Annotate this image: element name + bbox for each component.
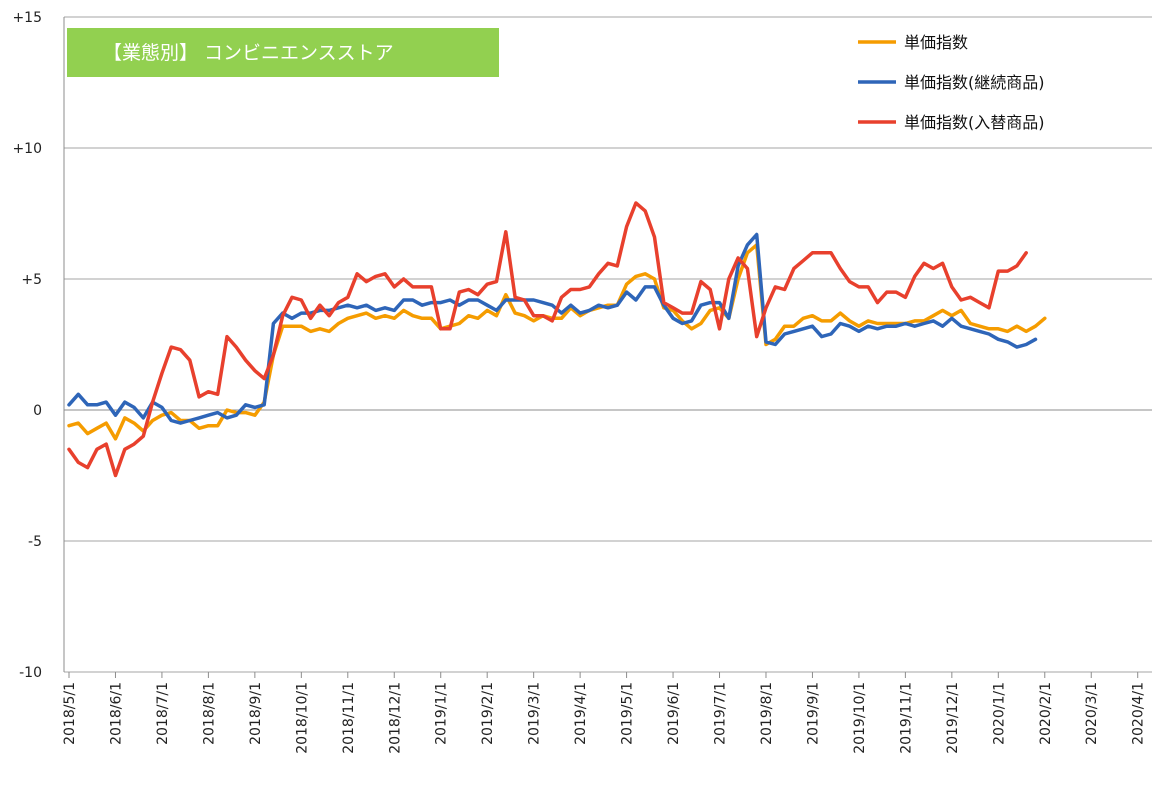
y-tick-label: +15 [12, 10, 42, 26]
y-tick-label: +10 [12, 141, 42, 157]
x-tick-label: 2020/4/1 [1131, 682, 1147, 745]
y-tick-label: +5 [21, 272, 42, 288]
legend-label: 単価指数 [904, 33, 968, 52]
title-background [67, 28, 499, 77]
y-tick-label: 0 [33, 403, 42, 419]
x-tick-label: 2019/5/1 [620, 682, 636, 745]
x-tick-label: 2019/8/1 [759, 682, 775, 745]
x-tick-label: 2019/10/1 [852, 682, 868, 754]
series-line-1 [67, 243, 1047, 441]
x-tick-label: 2020/1/1 [991, 682, 1007, 745]
chart-title: 【業態別】 コンビニエンスストア [103, 42, 394, 64]
y-tick-labels: +15 +10 +5 0 -5 -10 [12, 10, 42, 681]
x-tick-label: 2018/8/1 [201, 682, 217, 745]
x-tick-label: 2019/4/1 [573, 682, 589, 745]
x-tick-label: 2019/6/1 [666, 682, 682, 745]
legend-label: 単価指数(入替商品) [904, 113, 1045, 132]
y-tick-label: -5 [28, 534, 42, 550]
x-tick-label: 2018/7/1 [155, 682, 171, 745]
x-tick-label: 2019/7/1 [713, 682, 729, 745]
x-tick-label: 2018/11/1 [341, 682, 357, 754]
chart-title-box: 【業態別】 コンビニエンスストア [67, 28, 499, 77]
axes [63, 17, 1139, 678]
series-lines [67, 201, 1047, 478]
x-tick-label: 2019/1/1 [434, 682, 450, 745]
x-tick-label: 2018/6/1 [108, 682, 124, 745]
series-line-2 [67, 232, 1038, 425]
x-tick-label: 2018/10/1 [294, 682, 310, 754]
x-tick-label: 2019/11/1 [898, 682, 914, 754]
x-tick-label: 2019/12/1 [945, 682, 961, 754]
x-tick-label: 2018/9/1 [248, 682, 264, 745]
x-tick-label: 2019/9/1 [805, 682, 821, 745]
x-tick-labels: 2018/5/1 2018/6/1 2018/7/1 2018/8/1 2018/9/1… [62, 682, 1147, 754]
series-line-3 [67, 201, 1028, 478]
y-tick-label: -10 [19, 665, 42, 681]
gridlines [64, 16, 1152, 673]
x-tick-label: 2019/3/1 [527, 682, 543, 745]
x-tick-label: 2018/12/1 [387, 682, 403, 754]
x-tick-label: 2019/2/1 [480, 682, 496, 745]
x-tick-label: 2020/3/1 [1084, 682, 1100, 745]
legend-label: 単価指数(継続商品) [904, 73, 1045, 92]
x-tick-label: 2018/5/1 [62, 682, 78, 745]
x-tick-label: 2020/2/1 [1038, 682, 1054, 745]
